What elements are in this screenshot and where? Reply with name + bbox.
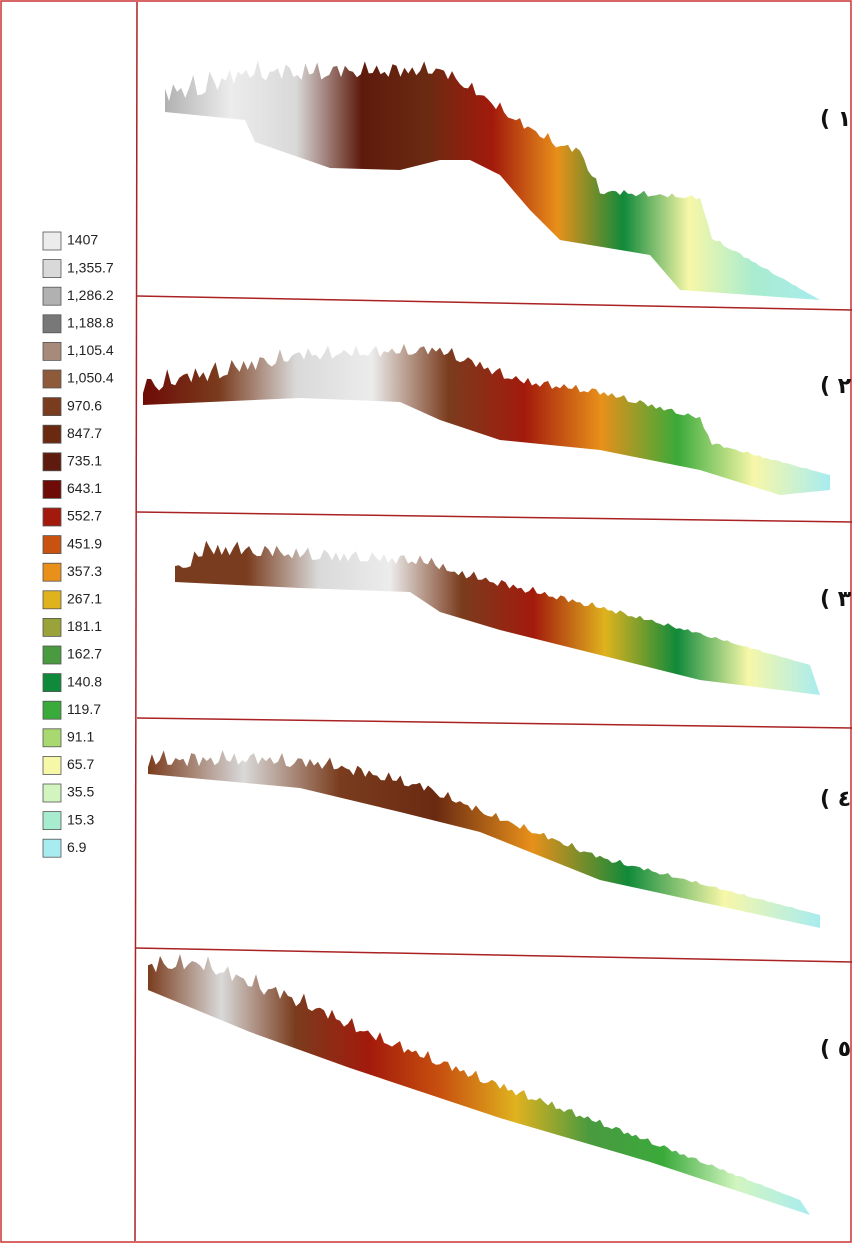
- legend-label: 267.1: [67, 591, 102, 607]
- legend-label: 970.6: [67, 397, 102, 413]
- legend-swatch: [43, 480, 61, 498]
- legend-label: 1,050.4: [67, 370, 114, 386]
- legend-label: 162.7: [67, 646, 102, 662]
- section-label: قطاع ( ٥ ): [820, 1037, 852, 1062]
- legend-swatch: [43, 563, 61, 581]
- legend-swatch: [43, 287, 61, 305]
- legend-label: 1407: [67, 232, 98, 248]
- legend-swatch: [43, 591, 61, 609]
- legend-swatch: [43, 370, 61, 388]
- legend-label: 35.5: [67, 784, 94, 800]
- figure: 1407 1,355.7 1,286.2 1,188.8 1,105.4 1,050.4 9…: [0, 0, 852, 1243]
- section-label: قطاع ( ١ ): [820, 107, 852, 132]
- legend-swatch: [43, 508, 61, 526]
- legend-label: 357.3: [67, 563, 102, 579]
- legend-swatch: [43, 342, 61, 360]
- legend-label: 6.9: [67, 839, 87, 855]
- legend-label: 451.9: [67, 535, 102, 551]
- legend-label: 119.7: [67, 701, 101, 717]
- legend-label: 1,105.4: [67, 342, 114, 358]
- legend-label: 1,286.2: [67, 287, 114, 303]
- legend-swatch: [43, 646, 61, 664]
- legend-label: 91.1: [67, 729, 94, 745]
- section-label: قطاع ( ٣ ): [820, 587, 852, 612]
- legend-swatch: [43, 425, 61, 443]
- legend-label: 735.1: [67, 453, 102, 469]
- legend-label: 15.3: [67, 811, 94, 827]
- legend-swatch: [43, 701, 61, 719]
- legend-label: 65.7: [67, 756, 94, 772]
- legend-swatch: [43, 812, 61, 830]
- legend-swatch: [43, 618, 61, 636]
- legend-swatch: [43, 260, 61, 278]
- section-label: قطاع ( ٢ ): [820, 374, 852, 399]
- legend-swatch: [43, 756, 61, 774]
- legend-swatch: [43, 453, 61, 471]
- legend-swatch: [43, 232, 61, 250]
- legend-swatch: [43, 784, 61, 802]
- legend-swatch: [43, 729, 61, 747]
- legend-label: 1,355.7: [67, 259, 114, 275]
- legend-swatch: [43, 839, 61, 857]
- section-label: قطاع ( ٤ ): [820, 787, 852, 812]
- legend-label: 552.7: [67, 508, 102, 524]
- legend-swatch: [43, 536, 61, 554]
- legend-label: 1,188.8: [67, 315, 114, 331]
- legend-swatch: [43, 674, 61, 692]
- legend-swatch: [43, 315, 61, 333]
- legend-label: 140.8: [67, 673, 102, 689]
- legend-label: 847.7: [67, 425, 102, 441]
- legend-label: 643.1: [67, 480, 102, 496]
- legend-swatch: [43, 398, 61, 416]
- legend-label: 181.1: [67, 618, 102, 634]
